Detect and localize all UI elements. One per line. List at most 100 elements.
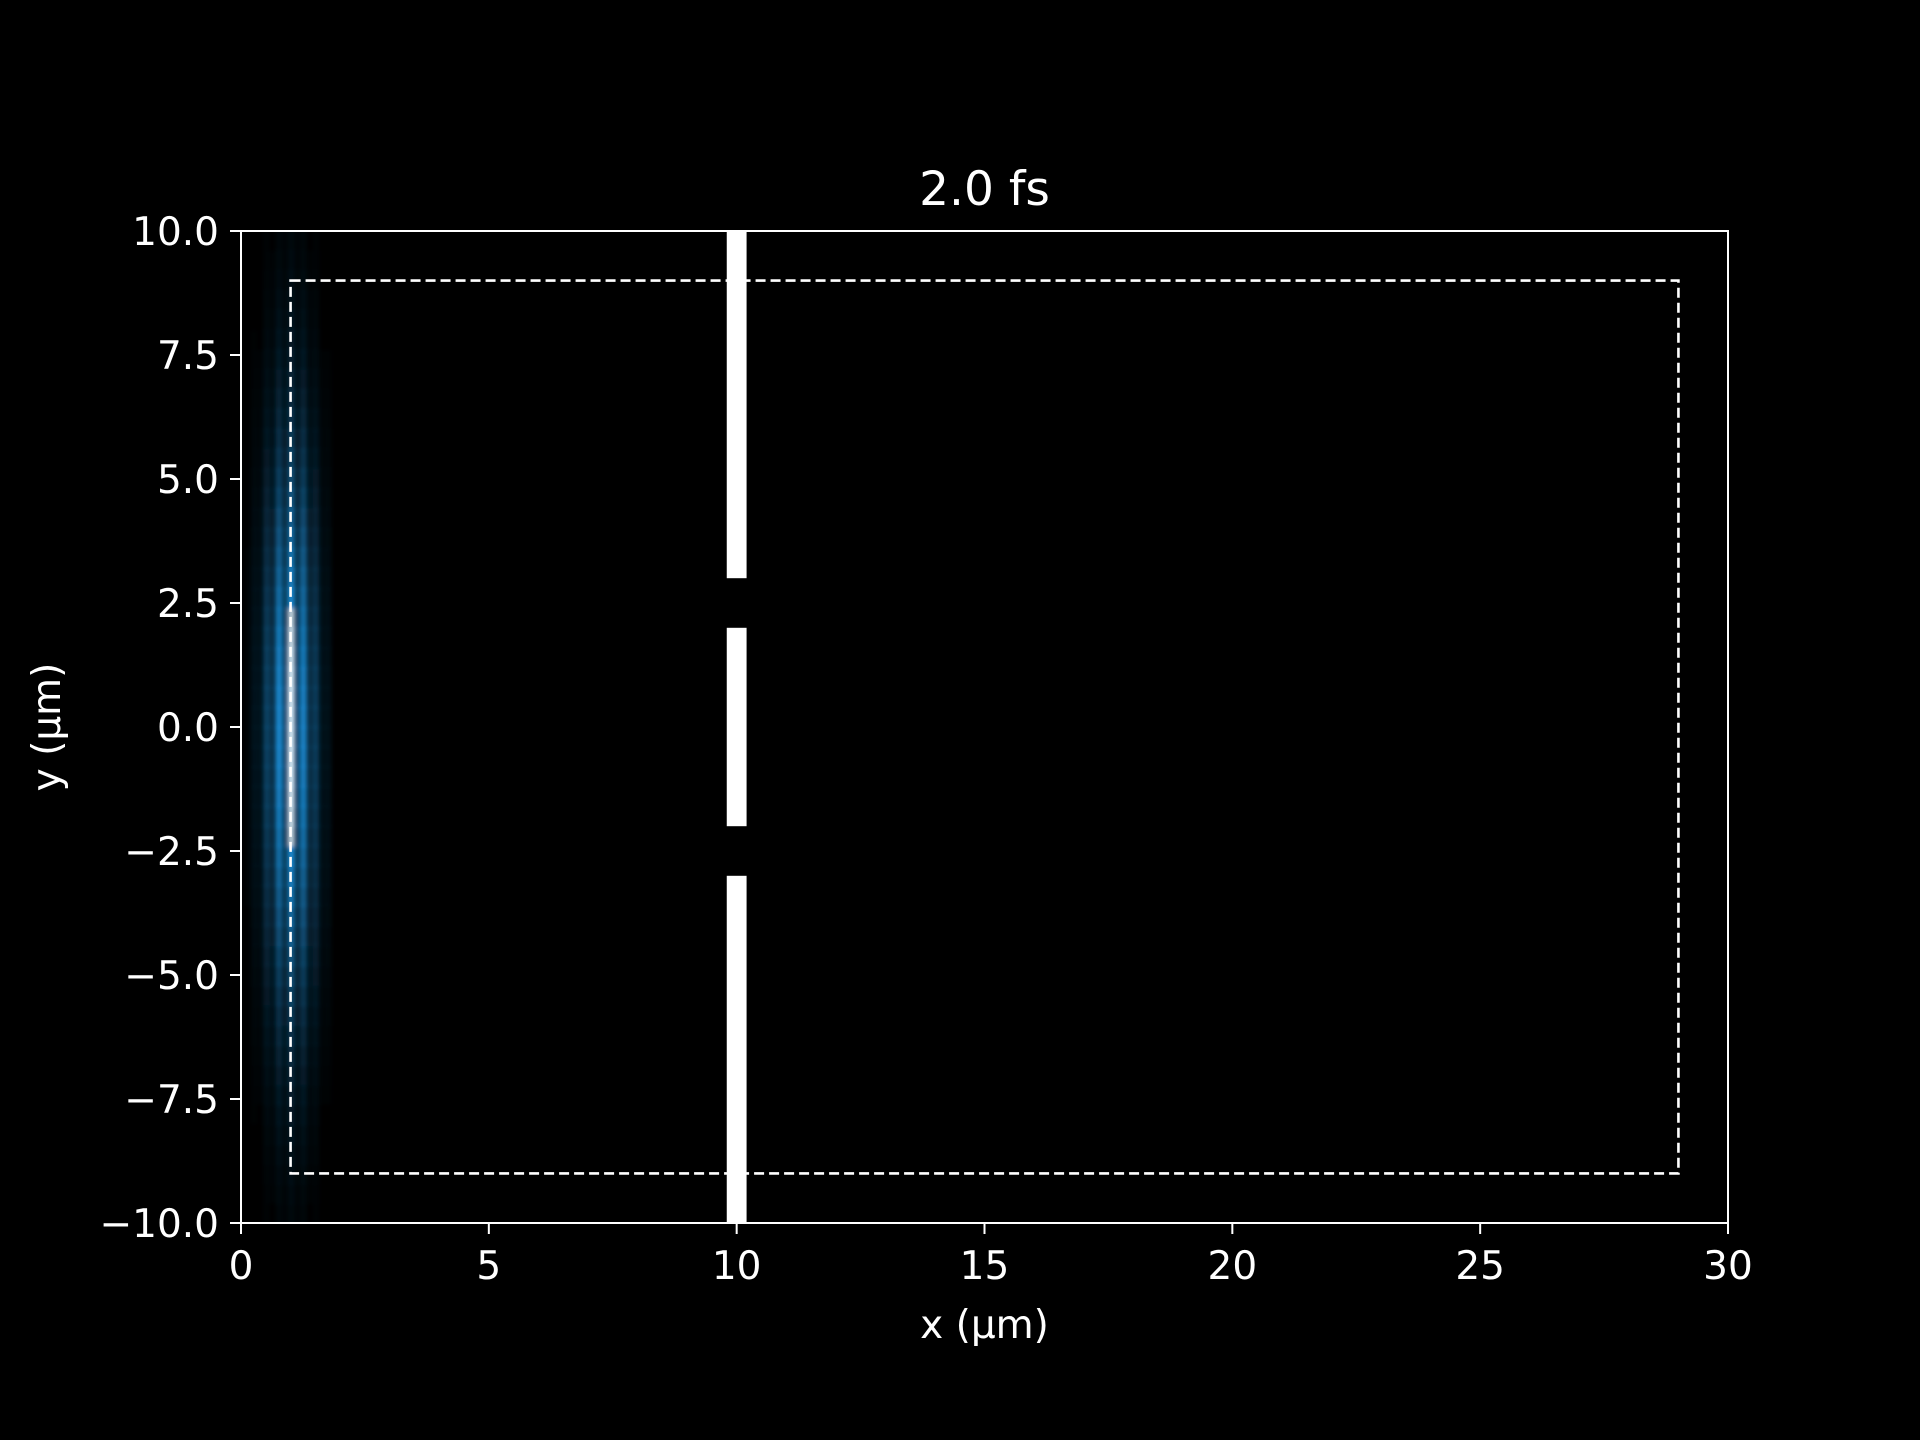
wave-cell (263, 1004, 270, 1026)
wave-cell (250, 607, 258, 629)
wave-cell (319, 806, 326, 827)
wave-cell (250, 548, 258, 569)
wave-cell (306, 806, 313, 827)
y-tick-label: 5.0 (157, 458, 219, 503)
wave-cell (306, 1084, 313, 1105)
x-tick-label: 20 (1208, 1244, 1258, 1289)
wave-cell (288, 350, 295, 371)
wave-cell (312, 806, 320, 827)
wave-cell (275, 707, 282, 728)
wave-cell (300, 350, 307, 371)
wave-cell (288, 1243, 294, 1263)
x-tick-label: 5 (476, 1244, 501, 1289)
wave-cell (245, 747, 251, 767)
wave-cell (281, 885, 289, 907)
wave-cell (257, 1025, 263, 1045)
wave-cell (263, 846, 270, 867)
wave-cell (319, 786, 326, 807)
wave-cell (300, 885, 307, 907)
wave-cell (281, 965, 289, 986)
wave-cell (312, 945, 320, 966)
wave-cell (319, 370, 325, 390)
wave-cell (281, 1064, 289, 1085)
wave-cell (275, 806, 282, 827)
wave-cell (300, 290, 307, 311)
wave-cell (269, 905, 276, 926)
wave-cell (312, 350, 320, 371)
wave-cell (319, 548, 326, 569)
wave-cell (250, 647, 258, 669)
wave-cell (300, 984, 307, 1006)
wave-cell (288, 250, 295, 272)
plot-area (241, 231, 1728, 1223)
slit-wall (726, 231, 747, 1223)
wave-cell (294, 885, 301, 907)
wave-cell (325, 806, 332, 827)
wave-cell (294, 806, 301, 827)
wave-cell (288, 191, 294, 211)
wave-cell (325, 627, 332, 649)
wave-cell (312, 984, 320, 1006)
wave-cell (300, 1143, 307, 1165)
wave-cell (276, 1243, 282, 1263)
wave-cell (269, 707, 276, 728)
wave-cell (319, 707, 326, 728)
wave-cell (275, 1064, 282, 1085)
wave-cell (288, 1143, 295, 1165)
wave-cell (257, 647, 264, 669)
wave-cell (306, 588, 313, 609)
wave-cell (263, 449, 270, 470)
wave-cell (251, 1005, 257, 1025)
wave-cell (307, 291, 313, 311)
wave-cell (325, 390, 331, 410)
wave-cell (312, 1024, 320, 1046)
wave-cell (281, 727, 289, 748)
wave-cell (275, 727, 282, 748)
wave-cell (300, 846, 307, 867)
wave-cell (306, 865, 313, 887)
wave-cell (294, 846, 301, 867)
wave-cell (263, 727, 270, 748)
wave-cell (263, 647, 270, 669)
wall-segment-2 (726, 627, 747, 827)
wave-cell (257, 925, 264, 946)
wave-cell (269, 925, 276, 946)
wave-cell (312, 588, 320, 609)
wave-cell (319, 1025, 325, 1045)
wave-cell (319, 885, 326, 907)
wave-cell (282, 1163, 288, 1183)
wave-cell (300, 766, 307, 788)
wave-cell (288, 152, 294, 172)
y-tick-label: 10.0 (132, 210, 219, 255)
wave-cell (276, 171, 282, 191)
wave-cell (300, 627, 307, 649)
wave-cell (306, 965, 313, 986)
wave-cell (294, 687, 301, 708)
wave-cell (281, 1123, 289, 1145)
y-tick-label: 2.5 (157, 582, 219, 627)
wave-cell (263, 548, 270, 569)
wave-cell (263, 965, 270, 986)
wave-cell (281, 369, 289, 391)
wave-cell (319, 945, 326, 966)
wave-cell (319, 1044, 325, 1064)
wave-cell (276, 1223, 282, 1243)
wave-cell (312, 488, 320, 510)
wave-cell (269, 528, 276, 550)
wave-cell (263, 568, 270, 589)
wave-cell (263, 528, 270, 550)
wave-cell (319, 1064, 325, 1084)
wave-cell (269, 1084, 276, 1105)
wave-cell (275, 548, 282, 569)
wave-cell (257, 469, 264, 490)
wave-cell (300, 469, 307, 490)
wave-cell (275, 786, 282, 807)
wave-cell (263, 429, 270, 450)
wave-cell (288, 905, 295, 926)
wave-cell (325, 508, 332, 530)
wave-cell (270, 291, 276, 311)
wave-cell (257, 806, 264, 827)
wave-cell (319, 488, 326, 510)
wave-cell (275, 746, 282, 768)
wave-cell (269, 389, 276, 411)
